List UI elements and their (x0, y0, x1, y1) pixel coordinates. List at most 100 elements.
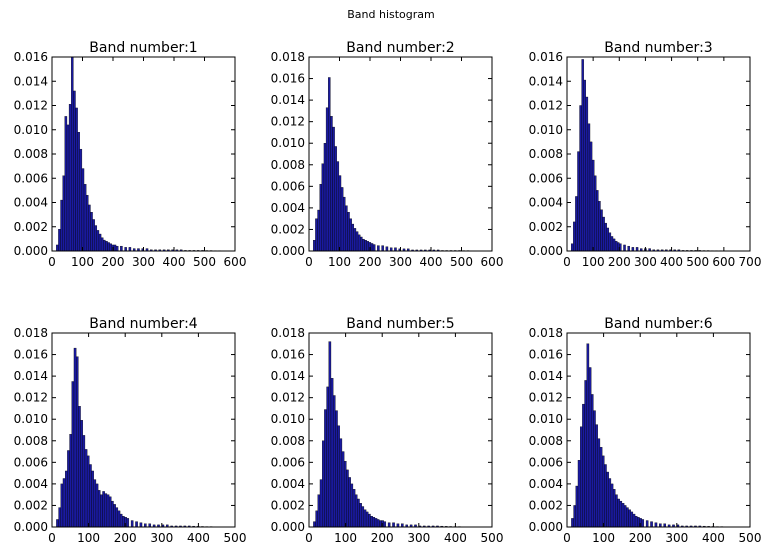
histogram-bar (60, 483, 64, 528)
histogram-bar (337, 425, 340, 528)
histogram-bar (372, 244, 376, 252)
y-tick-label: 0.000 (271, 520, 305, 534)
histogram-bar (364, 240, 367, 252)
histogram-bar (326, 386, 329, 528)
histogram-bar (376, 519, 380, 528)
histogram-bar (363, 509, 367, 528)
x-tick-label: 100 (71, 255, 94, 269)
y-tick-label: 0.014 (271, 93, 305, 107)
histogram-bar (113, 504, 116, 528)
histogram-bar (77, 132, 80, 252)
histogram-bar (352, 489, 356, 528)
y-tick-label: 0.002 (529, 220, 563, 234)
histogram-bar (366, 241, 369, 252)
histogram-bar (628, 509, 631, 528)
histogram-bar (595, 424, 598, 528)
y-tick-label: 0.000 (529, 520, 563, 534)
histogram-bar (122, 516, 125, 528)
y-tick-label: 0.016 (14, 50, 48, 64)
y-tick-label: 0.016 (14, 348, 48, 362)
subplot-band-1: Band number:1 0 100 200 300 400 500 600 0.000 0.0… (14, 40, 247, 269)
y-tick-label: 0.012 (271, 115, 305, 129)
histogram-bar (73, 90, 76, 252)
y-tick-label: 0.002 (14, 220, 48, 234)
x-tick-label: 300 (150, 531, 173, 542)
histogram-bar (354, 494, 358, 528)
y-tick-label: 0.000 (14, 244, 48, 258)
plot-border (51, 332, 236, 528)
histogram-bar (360, 236, 363, 252)
subplot-title: Band number:2 (346, 40, 454, 56)
x-tick-label: 500 (481, 531, 504, 542)
histogram-bar (62, 478, 66, 528)
histogram-bar (107, 242, 110, 252)
histogram-bar (83, 184, 87, 252)
histogram-bar (105, 241, 108, 252)
histogram-bar (630, 511, 634, 528)
histogram-bar (392, 522, 395, 528)
y-tick-label: 0.004 (529, 196, 563, 210)
y-tick-label: 0.010 (271, 412, 305, 426)
x-tick-label: 100 (592, 531, 615, 542)
y-tick-label: 0.010 (14, 412, 48, 426)
histogram-bar (645, 520, 649, 528)
y-tick-label: 0.012 (529, 391, 563, 405)
y-tick-label: 0.006 (14, 455, 48, 469)
y-tick-label: 0.002 (271, 498, 305, 512)
histogram-bar (94, 225, 98, 252)
y-tick-label: 0.014 (529, 74, 563, 88)
histogram-bar (581, 59, 584, 252)
histogram-bar (323, 143, 327, 252)
y-tick-label: 0.014 (14, 74, 48, 88)
histogram-bar (89, 464, 92, 528)
histogram-bar (330, 378, 334, 528)
histogram-bar (108, 496, 112, 528)
x-tick-label: 300 (665, 531, 688, 542)
histogram-bar (604, 464, 607, 528)
x-tick-label: 200 (608, 255, 631, 269)
histogram-bar (126, 518, 130, 528)
histogram-bar (100, 494, 103, 528)
histogram-bar (115, 245, 119, 252)
histogram-bar (73, 347, 77, 528)
y-tick-label: 0.004 (14, 196, 48, 210)
histogram-bar (90, 212, 93, 252)
subplot-title: Band number:1 (89, 40, 197, 56)
histogram-bar (85, 195, 89, 252)
histogram-bar (325, 107, 329, 252)
y-tick-label: 0.010 (271, 136, 305, 150)
y-tick-label: 0.014 (14, 369, 48, 383)
histogram-bar (612, 238, 616, 252)
histogram-bar (117, 510, 121, 528)
x-tick-label: 600 (712, 255, 735, 269)
y-tick-label: 0.004 (271, 201, 305, 215)
bars (313, 341, 474, 528)
histogram-bar (585, 96, 589, 252)
y-tick-label: 0.002 (14, 498, 48, 512)
histogram-bar (632, 513, 636, 528)
histogram-bar (368, 513, 371, 528)
histogram-bar (330, 116, 333, 252)
histogram-bar (610, 236, 614, 252)
histogram-bar (591, 159, 595, 252)
x-tick-label: 700 (739, 255, 762, 269)
histogram-bar (575, 196, 578, 252)
bars (571, 343, 732, 528)
x-tick-label: 300 (389, 255, 412, 269)
histogram-bar (95, 483, 99, 528)
y-tick-label: 0.010 (529, 123, 563, 137)
histogram-bar (103, 239, 106, 252)
subplot-title: Band number:3 (604, 40, 712, 56)
y-tick-label: 0.006 (271, 455, 305, 469)
histogram-bar (599, 447, 603, 528)
subplot-title: Band number:5 (346, 316, 454, 332)
histogram-bar (332, 126, 335, 252)
x-tick-label: 0 (563, 255, 571, 269)
y-tick-label: 0.008 (529, 147, 563, 161)
histogram-bar (383, 521, 387, 528)
histogram-bar (119, 513, 123, 528)
histogram-bar (336, 161, 340, 252)
histogram-bar (600, 209, 603, 252)
histogram-bar (377, 245, 380, 252)
histogram-bar (637, 517, 640, 528)
